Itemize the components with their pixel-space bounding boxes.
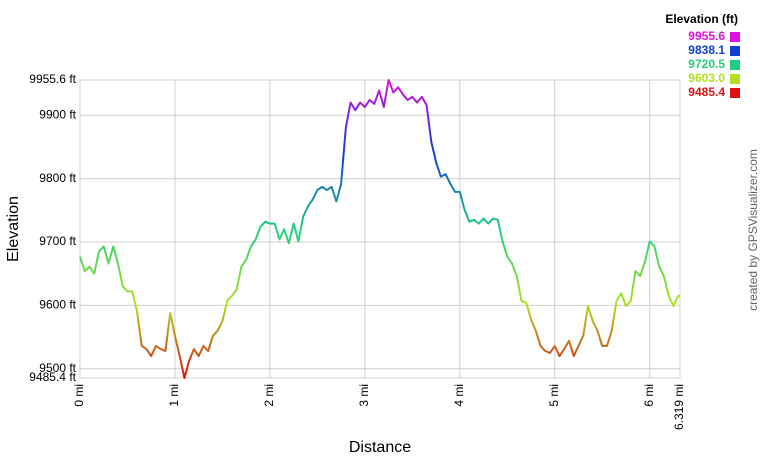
- x-tick-label: 5 mi: [547, 384, 561, 407]
- x-tick-label: 1 mi: [167, 384, 181, 407]
- legend-swatch: [730, 60, 740, 70]
- x-tick-label: 2 mi: [262, 384, 276, 407]
- x-tick-label: 4 mi: [452, 384, 466, 407]
- plot-area: [79, 79, 681, 379]
- y-axis-label: Elevation: [5, 196, 22, 262]
- y-tick-label: 9600 ft: [39, 298, 76, 312]
- legend-title: Elevation (ft): [665, 12, 738, 26]
- x-tick-label: 0 mi: [72, 384, 86, 407]
- elevation-line: [79, 79, 680, 379]
- credit: created by GPSVisualizer.com: [746, 149, 760, 311]
- legend-label: 9838.1: [688, 43, 725, 57]
- y-tick-label: 9500 ft: [39, 361, 76, 375]
- legend-swatch: [730, 32, 740, 42]
- legend-swatch: [730, 46, 740, 56]
- legend-swatch: [730, 74, 740, 84]
- x-tick-label: 3 mi: [357, 384, 371, 407]
- legend-swatch: [730, 88, 740, 98]
- legend-label: 9720.5: [688, 57, 725, 71]
- y-tick-label: 9485.4 ft: [29, 370, 76, 384]
- x-axis-label: Distance: [349, 439, 411, 456]
- x-tick-label: 6 mi: [642, 384, 656, 407]
- legend-label: 9603.0: [688, 71, 725, 85]
- y-tick-label: 9700 ft: [39, 234, 76, 248]
- legend-label: 9485.4: [688, 85, 725, 99]
- x-tick-label: 6.319 mi: [672, 384, 686, 430]
- legend-label: 9955.6: [688, 29, 725, 43]
- y-tick-label: 9955.6 ft: [29, 72, 76, 86]
- y-tick-label: 9900 ft: [39, 107, 76, 121]
- y-tick-label: 9800 ft: [39, 171, 76, 185]
